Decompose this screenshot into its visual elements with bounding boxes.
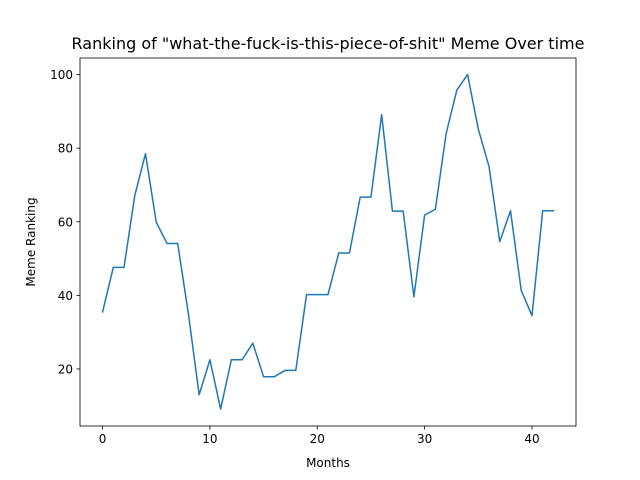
- x-tick-label: 0: [99, 432, 107, 446]
- x-tick-label: 10: [202, 432, 217, 446]
- chart-title: Ranking of "what-the-fuck-is-this-piece-…: [72, 34, 585, 53]
- axes-frame: [79, 57, 577, 427]
- x-tick-label: 40: [524, 432, 539, 446]
- plot-area: 0 10 20 30 40 20 40 60 80 100: [50, 57, 577, 446]
- x-tick-label: 20: [310, 432, 325, 446]
- x-axis-label: Months: [306, 456, 350, 470]
- y-axis-label: Meme Ranking: [24, 197, 38, 286]
- x-tick-label: 30: [417, 432, 432, 446]
- y-tick-label: 20: [58, 362, 73, 376]
- y-tick-label: 100: [50, 68, 73, 82]
- y-tick-label: 60: [58, 215, 73, 229]
- y-tick-label: 40: [58, 289, 73, 303]
- series-line-0: [101, 73, 555, 410]
- y-tick-label: 80: [58, 142, 73, 156]
